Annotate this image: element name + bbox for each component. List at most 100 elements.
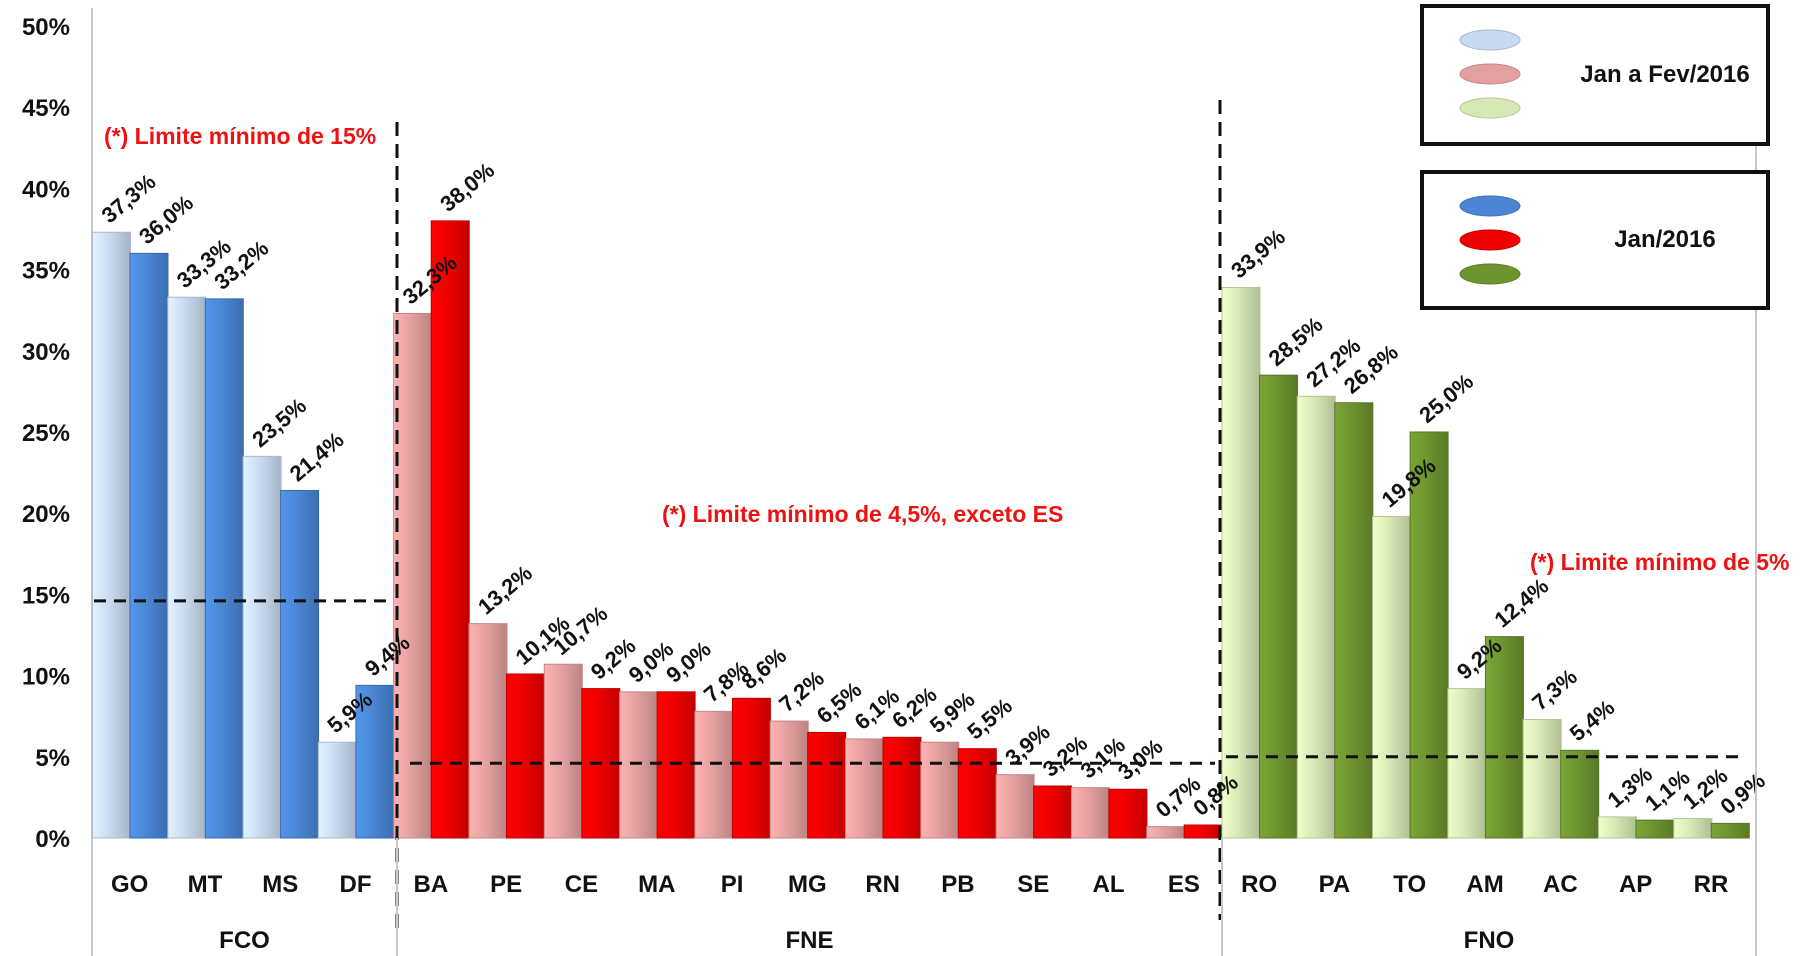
- x-category-label: MA: [638, 871, 675, 898]
- x-category-label: MS: [262, 871, 298, 898]
- bar-fne-al-jan-fev: [1070, 787, 1110, 839]
- y-tick-label: 45%: [22, 95, 70, 122]
- bar-fne-pe-jan: [506, 673, 545, 839]
- bar-fco-mt-jan-fev: [167, 296, 207, 839]
- y-tick-label: 0%: [35, 826, 70, 853]
- bar-fno-ro-jan: [1259, 374, 1298, 839]
- x-category-label: AP: [1619, 871, 1652, 898]
- legend-label: Jan a Fev/2016: [1580, 61, 1749, 88]
- x-category-label: ES: [1168, 871, 1200, 898]
- x-category-label: PI: [721, 871, 744, 898]
- legend-swatch: [1459, 263, 1521, 285]
- y-tick-label: 5%: [35, 745, 70, 772]
- group-label-fco: FCO: [219, 927, 270, 954]
- bar-fno-am-jan: [1484, 636, 1524, 839]
- bar-fno-am-jan-fev: [1447, 688, 1487, 839]
- annotations: (*) Limite mínimo de 15% (*) Limite mínim…: [104, 123, 1789, 575]
- bar-fco-go-jan: [129, 252, 169, 839]
- x-category-label: AL: [1093, 871, 1125, 898]
- bar-fno-rr-jan-fev: [1673, 818, 1713, 839]
- annotation-fno: (*) Limite mínimo de 5%: [1530, 549, 1789, 575]
- bar-fco-mt-jan: [204, 298, 244, 839]
- data-label: 23,5%: [247, 393, 311, 452]
- x-category-label: MG: [788, 871, 827, 898]
- x-category-label: PB: [941, 871, 974, 898]
- bar-fno-ac-jan-fev: [1522, 718, 1562, 839]
- y-tick-label: 50%: [22, 14, 70, 41]
- legend-label: Jan/2016: [1614, 226, 1715, 253]
- legend-swatch: [1459, 63, 1521, 85]
- bar-fne-pb-jan: [957, 748, 997, 839]
- legend-swatch: [1459, 97, 1521, 119]
- y-axis: 0% 5% 10% 15% 20% 25% 30% 35% 40% 45% 50%: [22, 8, 93, 956]
- data-label: 38,0%: [435, 157, 499, 216]
- bar-fco-ms-jan-fev: [242, 455, 282, 839]
- bar-fne-al-jan: [1108, 788, 1148, 839]
- data-label: 7,3%: [1527, 664, 1581, 715]
- bar-fne-mg-jan-fev: [769, 720, 809, 839]
- bar-fne-rn-jan-fev: [845, 738, 884, 839]
- bar-fne-pi-jan: [731, 697, 771, 839]
- bar-fco-df-jan-fev: [317, 741, 357, 839]
- bar-fco-go-jan-fev: [92, 231, 131, 839]
- bar-fne-pe-jan-fev: [468, 623, 508, 839]
- group-label-fno: FNO: [1464, 927, 1515, 954]
- bar-fne-ba-jan: [430, 220, 470, 839]
- bar-fne-se-jan-fev: [995, 774, 1035, 839]
- bar-fno-to-jan-fev: [1372, 515, 1412, 839]
- bar-fne-ma-jan: [656, 691, 696, 839]
- bar-fno-ap-jan-fev: [1598, 816, 1637, 839]
- y-tick-label: 35%: [22, 258, 70, 285]
- legend-swatch: [1459, 195, 1521, 217]
- bar-fne-se-jan: [1033, 785, 1073, 839]
- legend-box: [1420, 170, 1770, 310]
- bar-fno-ac-jan: [1560, 749, 1600, 839]
- bars: [92, 220, 1750, 839]
- annotation-fne: (*) Limite mínimo de 4,5%, exceto ES: [662, 501, 1063, 527]
- bar-fne-ma-jan-fev: [619, 691, 659, 839]
- y-tick-label: 25%: [22, 420, 70, 447]
- x-category-label: SE: [1017, 871, 1049, 898]
- x-category-label: RO: [1241, 871, 1277, 898]
- x-category-label: RR: [1694, 871, 1729, 898]
- x-category-label: AM: [1466, 871, 1503, 898]
- x-category-label: GO: [111, 871, 148, 898]
- bar-fne-pb-jan-fev: [920, 741, 960, 839]
- legend-swatch: [1459, 29, 1521, 51]
- group-label-fne: FNE: [786, 927, 834, 954]
- x-category-label: PE: [490, 871, 522, 898]
- data-label: 5,4%: [1565, 695, 1619, 746]
- bar-fne-ce-jan-fev: [543, 663, 583, 839]
- x-category-label: PA: [1319, 871, 1351, 898]
- bar-fne-es-jan-fev: [1146, 826, 1186, 839]
- bar-fne-pi-jan-fev: [694, 710, 734, 839]
- x-category-label: TO: [1393, 871, 1426, 898]
- bar-fno-pa-jan-fev: [1296, 395, 1336, 839]
- data-label: 12,4%: [1490, 573, 1554, 632]
- bar-fne-ba-jan-fev: [393, 312, 433, 839]
- threshold-lines: [94, 100, 1740, 930]
- y-tick-label: 30%: [22, 339, 70, 366]
- data-label: 8,6%: [737, 643, 791, 694]
- bar-fno-ap-jan: [1635, 819, 1675, 839]
- data-label: 25,0%: [1414, 369, 1478, 428]
- legend: Jan a Fev/2016 Jan/2016: [1420, 4, 1770, 310]
- x-category-label: RN: [865, 871, 900, 898]
- data-label: 33,9%: [1226, 224, 1290, 283]
- x-category-label: CE: [565, 871, 598, 898]
- x-axis: GO MT MS DF FCO BA PE CE MA PI MG RN PB SE AL ES FNE RO PA…: [111, 8, 1757, 956]
- y-tick-label: 15%: [22, 582, 70, 609]
- y-tick-label: 40%: [22, 176, 70, 203]
- annotation-fco: (*) Limite mínimo de 15%: [104, 123, 376, 149]
- legend-swatch: [1459, 229, 1521, 251]
- x-category-label: BA: [414, 871, 449, 898]
- bar-fne-es-jan: [1183, 824, 1223, 839]
- x-category-label: DF: [340, 871, 372, 898]
- x-category-label: MT: [188, 871, 223, 898]
- bar-fno-to-jan: [1409, 431, 1449, 839]
- data-label: 21,4%: [285, 427, 349, 486]
- bar-fno-rr-jan: [1710, 822, 1750, 839]
- data-label: 13,2%: [473, 560, 537, 619]
- x-category-label: AC: [1543, 871, 1578, 898]
